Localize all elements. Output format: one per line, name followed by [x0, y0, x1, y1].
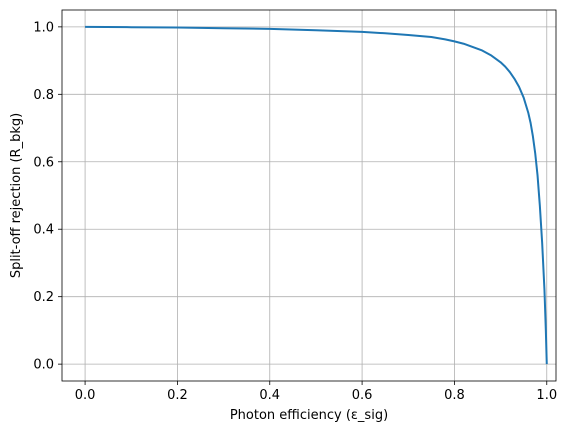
y-tick-label: 0.4 — [33, 223, 54, 238]
x-tick-label: 0.8 — [444, 388, 465, 403]
x-tick-label: 1.0 — [536, 388, 557, 403]
x-tick-label: 0.6 — [352, 388, 373, 403]
y-tick-label: 0.0 — [33, 358, 54, 373]
series-line — [85, 25, 548, 365]
plot-frame — [61, 9, 557, 382]
x-tick-label: 0.4 — [259, 388, 280, 403]
y-tick-label: 0.2 — [33, 290, 54, 305]
y-tick-label: 0.8 — [33, 88, 54, 103]
y-tick-label: 0.6 — [33, 155, 54, 170]
y-tick-label: 1.0 — [33, 20, 54, 35]
series-layer — [85, 25, 548, 365]
ticks: 0.0 0.2 0.4 0.6 0.8 1.0 0.0 0.2 0.4 0.6 0.8 1.0 — [33, 20, 557, 403]
x-tick-label: 0.0 — [75, 388, 96, 403]
y-axis-label: Split-off rejection (R_bkg) — [9, 113, 24, 278]
grid — [62, 10, 556, 381]
x-axis-label: Photon efficiency (ε_sig) — [230, 408, 388, 423]
x-tick-label: 0.2 — [167, 388, 188, 403]
